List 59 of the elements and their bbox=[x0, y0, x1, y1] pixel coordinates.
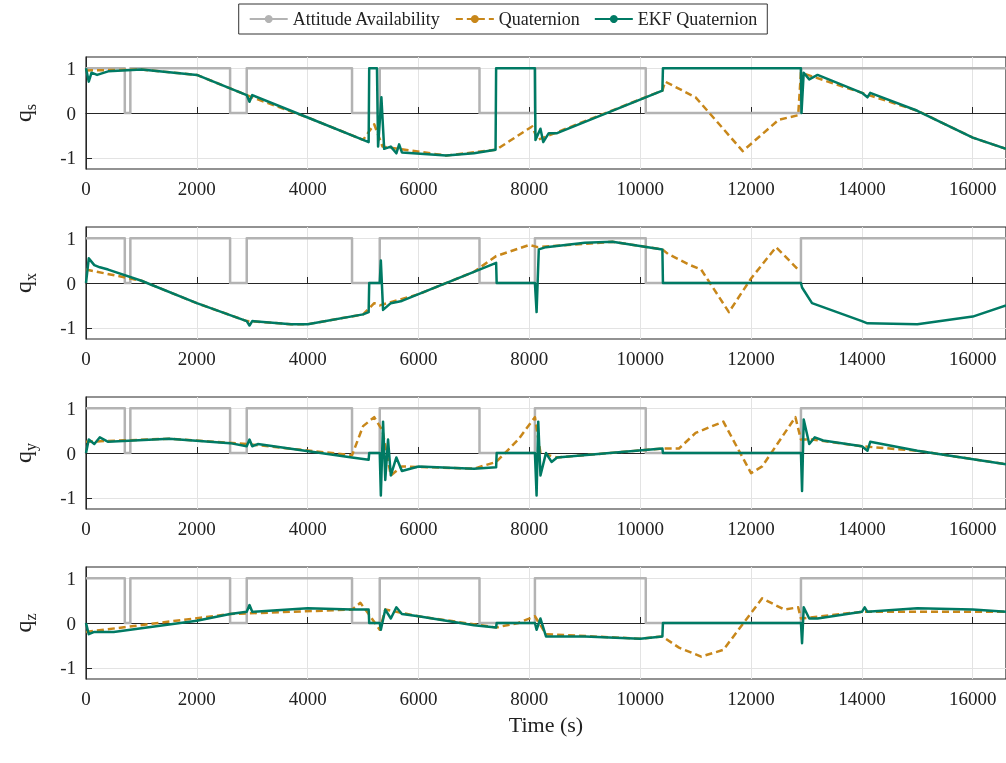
x-tick-label: 14000 bbox=[838, 178, 886, 199]
y-tick-label: -1 bbox=[60, 147, 76, 169]
x-axis-title: Time (s) bbox=[508, 711, 584, 737]
x-tick-label: 2000 bbox=[177, 178, 216, 199]
x-tick-label: 10000 bbox=[616, 178, 664, 199]
x-tick-label: 8000 bbox=[510, 518, 549, 539]
x-tick-label: 6000 bbox=[399, 178, 438, 199]
x-tick-label: 8000 bbox=[510, 348, 549, 369]
line-series bbox=[84, 240, 1006, 327]
x-tick-label: 14000 bbox=[838, 518, 886, 539]
x-tick-label: 16000 bbox=[949, 348, 997, 369]
legend-label: Quaternion bbox=[498, 9, 580, 29]
x-tick-label: 4000 bbox=[288, 518, 327, 539]
legend-label: Attitude Availability bbox=[292, 9, 440, 29]
x-tick-label: 10000 bbox=[616, 688, 664, 709]
x-tick-label: 10000 bbox=[616, 518, 664, 539]
y-axis-title: qx bbox=[10, 273, 39, 293]
x-tick-label: 0 bbox=[81, 518, 91, 539]
x-tick-label: 2000 bbox=[177, 348, 216, 369]
y-tick-label: 1 bbox=[66, 567, 76, 589]
y-tick-label: -1 bbox=[60, 487, 76, 509]
x-tick-label: 12000 bbox=[727, 688, 775, 709]
y-tick-label: -1 bbox=[60, 657, 76, 679]
x-tick-label: 16000 bbox=[949, 178, 997, 199]
y-axis-title: qy bbox=[10, 443, 40, 463]
line-series bbox=[84, 603, 1006, 645]
legend-label: EKF Quaternion bbox=[637, 9, 758, 29]
x-tick-label: 4000 bbox=[288, 348, 327, 369]
x-tick-label: 0 bbox=[81, 178, 91, 199]
x-tick-label: 0 bbox=[81, 348, 91, 369]
x-tick-label: 2000 bbox=[177, 688, 216, 709]
x-tick-label: 6000 bbox=[399, 688, 438, 709]
y-axis-title: qz bbox=[10, 613, 39, 633]
y-tick-label: 0 bbox=[66, 102, 76, 124]
x-tick-label: 16000 bbox=[949, 518, 997, 539]
x-tick-label: 14000 bbox=[838, 348, 886, 369]
x-tick-label: 12000 bbox=[727, 348, 775, 369]
x-tick-label: 12000 bbox=[727, 178, 775, 199]
y-tick-label: -1 bbox=[60, 317, 76, 339]
y-tick-label: 1 bbox=[66, 227, 76, 249]
y-tick-label: 1 bbox=[66, 57, 76, 79]
y-tick-label: 0 bbox=[66, 442, 76, 464]
x-tick-label: 14000 bbox=[838, 688, 886, 709]
y-tick-label: 0 bbox=[66, 272, 76, 294]
x-tick-label: 0 bbox=[81, 688, 91, 709]
x-tick-label: 12000 bbox=[727, 518, 775, 539]
x-tick-label: 16000 bbox=[949, 688, 997, 709]
x-tick-label: 10000 bbox=[616, 348, 664, 369]
line-series bbox=[84, 418, 1006, 497]
x-tick-label: 8000 bbox=[510, 688, 549, 709]
x-tick-label: 8000 bbox=[510, 178, 549, 199]
y-axis-title: qs bbox=[10, 103, 39, 123]
y-tick-label: 0 bbox=[66, 612, 76, 634]
x-tick-label: 4000 bbox=[288, 178, 327, 199]
x-tick-label: 6000 bbox=[399, 518, 438, 539]
x-tick-label: 6000 bbox=[399, 348, 438, 369]
y-tick-label: 1 bbox=[66, 397, 76, 419]
x-tick-label: 4000 bbox=[288, 688, 327, 709]
x-tick-label: 2000 bbox=[177, 518, 216, 539]
